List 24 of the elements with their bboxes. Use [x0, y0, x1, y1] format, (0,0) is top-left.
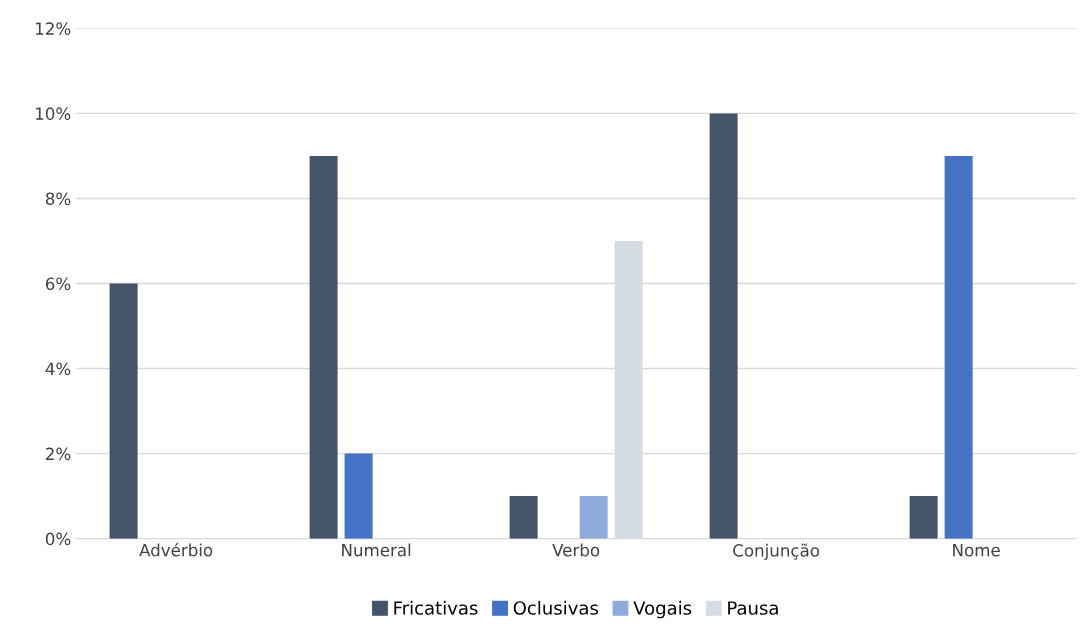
bar [709, 113, 738, 539]
x-tick-label: Nome [953, 544, 1000, 557]
legend-label: Oclusivas [513, 600, 598, 615]
legend-label: Fricativas [394, 600, 478, 615]
y-tick-label: 4% [45, 362, 71, 376]
bar [579, 496, 608, 539]
bar [509, 496, 538, 539]
y-tick-label: 12% [36, 22, 71, 35]
y-tick-label: 2% [46, 447, 71, 461]
bar [309, 155, 338, 539]
bar [344, 453, 373, 539]
bar [909, 496, 938, 539]
bar [944, 155, 973, 539]
x-tick-label: Verbo [552, 543, 600, 557]
y-tick-label: 6% [45, 277, 71, 291]
y-tick-label: 10% [36, 107, 71, 120]
x-tick-label: Conjunção [733, 543, 820, 560]
legend-label: Vogais [633, 600, 692, 619]
legend-label: Pausa [728, 601, 778, 615]
x-tick-label: Advérbio [139, 542, 213, 557]
bar [109, 283, 138, 539]
y-tick-label: 8% [45, 192, 71, 206]
x-tick-label: Numeral [342, 543, 411, 557]
y-tick-label: 0% [45, 532, 71, 546]
